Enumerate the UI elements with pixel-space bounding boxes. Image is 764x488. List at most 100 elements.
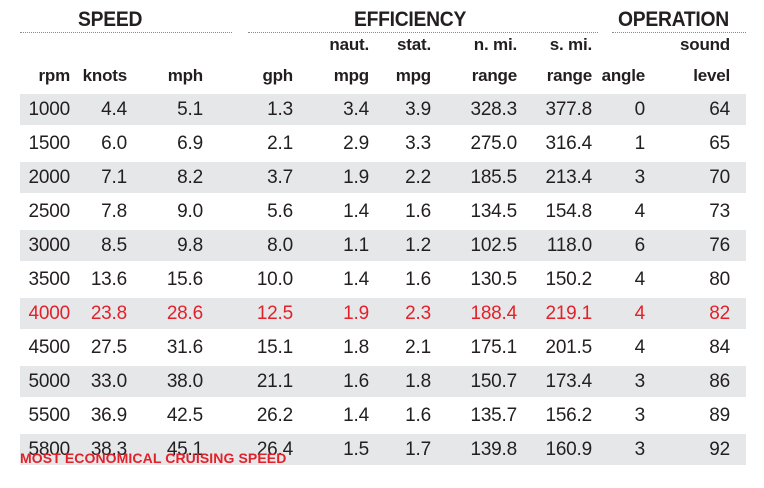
cell-nmi_range: 102.5 xyxy=(470,235,517,256)
cell-stat_mpg: 1.6 xyxy=(405,405,431,426)
cell-rpm: 3500 xyxy=(28,269,71,290)
cell-gph: 10.0 xyxy=(256,269,293,290)
group-rule-efficiency xyxy=(248,32,598,33)
header-smi_range-l2: range xyxy=(546,66,592,85)
table-row: 3500 13.6 15.6 10.0 1.4 1.6 130.5 150.2 4 80 xyxy=(20,264,746,295)
cell-angle: 3 xyxy=(634,371,646,392)
cell-rpm: 1000 xyxy=(28,99,71,120)
cell-smi_range: 154.8 xyxy=(545,201,592,222)
table-row: 5500 36.9 42.5 26.2 1.4 1.6 135.7 156.2 3 89 xyxy=(20,400,746,431)
cell-rpm: 5500 xyxy=(28,405,71,426)
group-title-operation: OPERATION xyxy=(618,8,729,31)
cell-mph: 9.8 xyxy=(177,235,203,256)
cell-stat_mpg: 1.6 xyxy=(405,201,431,222)
cell-mph: 5.1 xyxy=(177,99,203,120)
cell-nmi_range: 328.3 xyxy=(470,99,517,120)
cell-naut_mpg: 1.1 xyxy=(343,235,369,256)
cell-stat_mpg: 2.3 xyxy=(405,303,431,324)
cell-nmi_range: 130.5 xyxy=(470,269,517,290)
header-sound-l1: sound xyxy=(680,35,730,54)
table-row: 1000 4.4 5.1 1.3 3.4 3.9 328.3 377.8 0 64 xyxy=(20,94,746,125)
cell-mph: 42.5 xyxy=(166,405,203,426)
cell-knots: 27.5 xyxy=(90,337,127,358)
cell-knots: 8.5 xyxy=(101,235,127,256)
table-row: 5800 38.3 45.1 26.4 1.5 1.7 139.8 160.9 3 92 xyxy=(20,434,746,465)
cell-knots: 23.8 xyxy=(90,303,127,324)
header-angle-l2: angle xyxy=(601,66,646,85)
cell-sound: 64 xyxy=(709,99,730,120)
cell-sound: 65 xyxy=(709,133,730,154)
header-nmi_range-l1: n. mi. xyxy=(473,35,517,54)
cell-angle: 0 xyxy=(634,99,646,120)
table-row: 2000 7.1 8.2 3.7 1.9 2.2 185.5 213.4 3 70 xyxy=(20,162,746,193)
cell-nmi_range: 175.1 xyxy=(470,337,517,358)
cell-naut_mpg: 1.6 xyxy=(343,371,369,392)
cell-gph: 26.4 xyxy=(256,439,293,460)
cell-nmi_range: 275.0 xyxy=(470,133,517,154)
table-row: 4000 23.8 28.6 12.5 1.9 2.3 188.4 219.1 4 82 xyxy=(20,298,746,329)
group-rule-operation xyxy=(612,32,746,33)
header-rpm-l2: rpm xyxy=(38,66,70,85)
group-title-efficiency: EFFICIENCY xyxy=(354,8,467,31)
cell-gph: 21.1 xyxy=(256,371,293,392)
table-row: 1500 6.0 6.9 2.1 2.9 3.3 275.0 316.4 1 65 xyxy=(20,128,746,159)
cell-angle: 3 xyxy=(634,167,646,188)
cell-angle: 1 xyxy=(634,133,646,154)
cell-naut_mpg: 2.9 xyxy=(343,133,369,154)
header-mph-l2: mph xyxy=(167,66,203,85)
header-nmi_range-l2: range xyxy=(471,66,517,85)
cell-rpm: 2500 xyxy=(28,201,71,222)
cell-gph: 2.1 xyxy=(267,133,293,154)
cell-sound: 80 xyxy=(709,269,730,290)
header-stat_mpg-l2: mpg xyxy=(395,66,431,85)
cell-knots: 33.0 xyxy=(90,371,127,392)
table-row: 3000 8.5 9.8 8.0 1.1 1.2 102.5 118.0 6 76 xyxy=(20,230,746,261)
cell-naut_mpg: 1.4 xyxy=(343,269,369,290)
cell-sound: 70 xyxy=(709,167,730,188)
header-naut_mpg-l1: naut. xyxy=(329,35,369,54)
cell-nmi_range: 185.5 xyxy=(470,167,517,188)
cell-gph: 1.3 xyxy=(267,99,293,120)
cell-stat_mpg: 1.7 xyxy=(405,439,431,460)
header-naut_mpg-l2: mpg xyxy=(333,66,369,85)
cell-sound: 86 xyxy=(709,371,730,392)
cell-naut_mpg: 1.9 xyxy=(343,303,369,324)
cell-rpm: 1500 xyxy=(28,133,71,154)
table-row: 5000 33.0 38.0 21.1 1.6 1.8 150.7 173.4 3 86 xyxy=(20,366,746,397)
cell-gph: 3.7 xyxy=(267,167,293,188)
cell-nmi_range: 139.8 xyxy=(470,439,517,460)
cell-stat_mpg: 2.1 xyxy=(405,337,431,358)
cell-stat_mpg: 1.8 xyxy=(405,371,431,392)
cell-smi_range: 219.1 xyxy=(545,303,592,324)
cell-knots: 13.6 xyxy=(90,269,127,290)
cell-stat_mpg: 1.6 xyxy=(405,269,431,290)
cell-knots: 7.8 xyxy=(101,201,127,222)
cell-naut_mpg: 1.5 xyxy=(343,439,369,460)
cell-mph: 31.6 xyxy=(166,337,203,358)
header-stat_mpg-l1: stat. xyxy=(397,35,431,54)
cell-nmi_range: 135.7 xyxy=(470,405,517,426)
cell-angle: 4 xyxy=(634,337,646,358)
cell-stat_mpg: 2.2 xyxy=(405,167,431,188)
cell-rpm: 4500 xyxy=(28,337,71,358)
cell-rpm: 2000 xyxy=(28,167,71,188)
cell-gph: 15.1 xyxy=(256,337,293,358)
cell-gph: 26.2 xyxy=(256,405,293,426)
cell-angle: 4 xyxy=(634,201,646,222)
cell-mph: 38.0 xyxy=(166,371,203,392)
cell-stat_mpg: 3.9 xyxy=(405,99,431,120)
cell-naut_mpg: 3.4 xyxy=(343,99,369,120)
cell-naut_mpg: 1.4 xyxy=(343,405,369,426)
cell-nmi_range: 150.7 xyxy=(470,371,517,392)
cell-mph: 6.9 xyxy=(177,133,203,154)
cell-knots: 36.9 xyxy=(90,405,127,426)
cell-gph: 8.0 xyxy=(267,235,293,256)
cell-stat_mpg: 3.3 xyxy=(405,133,431,154)
cell-sound: 73 xyxy=(709,201,730,222)
cell-mph: 28.6 xyxy=(166,303,203,324)
cell-sound: 89 xyxy=(709,405,730,426)
cell-knots: 4.4 xyxy=(101,99,127,120)
cell-angle: 3 xyxy=(634,439,646,460)
cell-rpm: 4000 xyxy=(28,303,71,324)
group-title-speed: SPEED xyxy=(78,8,143,31)
